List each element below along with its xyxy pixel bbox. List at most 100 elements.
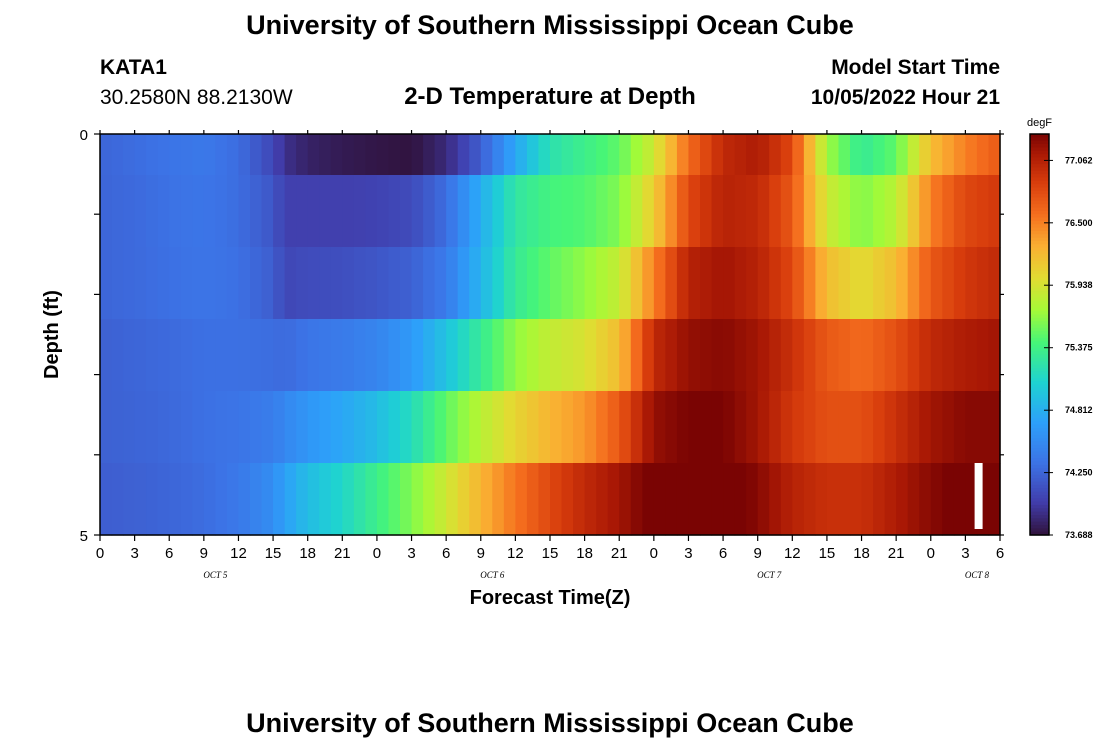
heatmap-cell bbox=[226, 319, 240, 392]
heatmap-cell bbox=[411, 391, 424, 464]
heatmap-cell bbox=[376, 319, 390, 392]
heatmap-cell bbox=[607, 319, 620, 392]
heatmap-cell bbox=[376, 463, 390, 536]
heatmap-cell bbox=[469, 175, 482, 248]
heatmap-cell bbox=[388, 175, 401, 248]
heatmap-cell bbox=[653, 463, 666, 536]
model-start-time: 10/05/2022 Hour 21 bbox=[810, 86, 1000, 109]
colorbar-band bbox=[1030, 408, 1049, 412]
heatmap-cell bbox=[896, 134, 909, 176]
heatmap-cell bbox=[180, 391, 193, 464]
heatmap-cell bbox=[400, 247, 413, 320]
heatmap-cell bbox=[492, 463, 505, 536]
heatmap-cell bbox=[896, 319, 909, 392]
model-start-label: Model Start Time bbox=[831, 56, 1000, 79]
heatmap-cell bbox=[988, 134, 1001, 176]
heatmap-cell bbox=[423, 247, 436, 320]
heatmap-cell bbox=[838, 391, 851, 464]
heatmap-cell bbox=[619, 463, 632, 536]
heatmap-cell bbox=[296, 247, 309, 320]
heatmap-cell bbox=[330, 247, 343, 320]
colorbar-band bbox=[1030, 438, 1049, 443]
heatmap-cell bbox=[723, 247, 736, 320]
heatmap-cell bbox=[296, 319, 309, 392]
heatmap-cell bbox=[388, 463, 401, 536]
heatmap-cell bbox=[723, 391, 736, 464]
heatmap-cell bbox=[342, 391, 355, 464]
heatmap-cell bbox=[503, 319, 516, 392]
colorbar-band bbox=[1030, 501, 1049, 506]
heatmap-cell bbox=[861, 247, 874, 320]
heatmap-cell bbox=[988, 319, 1001, 392]
heatmap-cell bbox=[319, 247, 332, 320]
heatmap-cell bbox=[192, 134, 205, 176]
x-tick-label: 0 bbox=[373, 545, 381, 562]
heatmap-cell bbox=[307, 391, 320, 464]
heatmap-cell bbox=[273, 319, 286, 392]
colorbar-band bbox=[1030, 174, 1049, 179]
heatmap-cell bbox=[134, 134, 147, 176]
x-tick-label: 0 bbox=[927, 545, 935, 562]
heatmap-cell bbox=[630, 391, 643, 464]
heatmap-cell bbox=[273, 463, 286, 536]
colorbar-band bbox=[1030, 260, 1049, 265]
heatmap-cell bbox=[850, 175, 863, 248]
heatmap-cell bbox=[746, 319, 759, 392]
heatmap-cell bbox=[134, 247, 147, 320]
heatmap-cell bbox=[596, 391, 609, 464]
heatmap-cell bbox=[203, 391, 216, 464]
heatmap-cell bbox=[550, 319, 563, 392]
colorbar-band bbox=[1030, 301, 1049, 306]
heatmap-cell bbox=[757, 391, 770, 464]
heatmap-cell bbox=[157, 175, 170, 248]
heatmap-cell bbox=[711, 391, 724, 464]
heatmap-cell bbox=[873, 319, 886, 392]
heatmap-cell bbox=[400, 134, 413, 176]
heatmap-cell bbox=[988, 175, 1001, 248]
colorbar-band bbox=[1030, 514, 1049, 519]
heatmap-cell bbox=[146, 175, 159, 248]
heatmap-cell bbox=[953, 463, 966, 536]
heatmap-cell bbox=[353, 319, 366, 392]
heatmap-cell bbox=[953, 134, 966, 176]
heatmap-cell bbox=[780, 463, 793, 536]
colorbar-tick-label: 73.688 bbox=[1065, 530, 1093, 540]
colorbar-tick-label: 77.062 bbox=[1065, 155, 1093, 165]
heatmap-cell bbox=[330, 175, 343, 248]
heatmap-cell bbox=[215, 319, 228, 392]
heatmap-cell bbox=[100, 175, 113, 248]
heatmap-cell bbox=[838, 134, 851, 176]
heatmap-cell bbox=[180, 175, 193, 248]
heatmap-cell bbox=[376, 175, 390, 248]
heatmap-cell bbox=[353, 463, 366, 536]
heatmap-cell bbox=[492, 247, 505, 320]
heatmap-cell bbox=[930, 134, 943, 176]
heatmap-cell bbox=[480, 175, 493, 248]
heatmap-cell bbox=[434, 319, 447, 392]
heatmap-cell bbox=[596, 134, 609, 176]
x-tick-label: 6 bbox=[165, 545, 173, 562]
heatmap-cell bbox=[584, 134, 597, 176]
heatmap-cell bbox=[238, 175, 251, 248]
heatmap-cell bbox=[942, 134, 955, 176]
heatmap-cell bbox=[215, 463, 228, 536]
heatmap-cell bbox=[596, 247, 609, 320]
colorbar-band bbox=[1030, 230, 1049, 235]
heatmap-cell bbox=[988, 391, 1001, 464]
colorbar-tick-label: 76.500 bbox=[1065, 218, 1093, 228]
heatmap-cell bbox=[561, 175, 574, 248]
colorbar-band bbox=[1030, 274, 1049, 279]
heatmap-cell bbox=[515, 391, 528, 464]
data-gap-marker bbox=[974, 463, 983, 529]
heatmap-cell bbox=[676, 175, 690, 248]
heatmap-cell bbox=[584, 463, 597, 536]
colorbar-band bbox=[1030, 377, 1049, 382]
colorbar-tick-label: 75.375 bbox=[1065, 343, 1093, 353]
heatmap-cell bbox=[596, 463, 609, 536]
colorbar-band bbox=[1030, 291, 1049, 295]
heatmap-cell bbox=[976, 134, 990, 176]
heatmap-cell bbox=[261, 247, 274, 320]
heatmap-cell bbox=[573, 175, 586, 248]
heatmap-cell bbox=[226, 134, 240, 176]
x-tick-label: 9 bbox=[754, 545, 762, 562]
